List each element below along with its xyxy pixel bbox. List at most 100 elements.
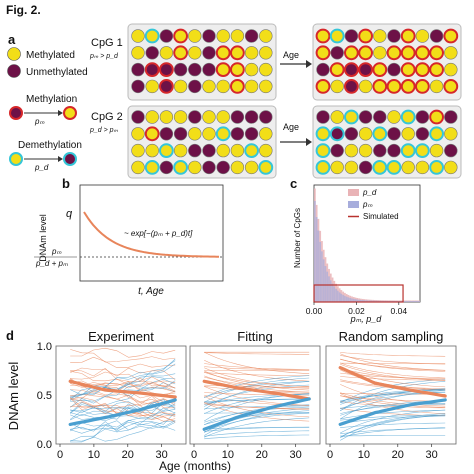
cpg2-after-site [401, 160, 415, 175]
cpg1-before-site [230, 62, 245, 77]
pm-hist-bar [317, 230, 320, 302]
individual-trace-high [70, 356, 176, 368]
cpg1-after-site [358, 45, 374, 61]
pm-hist-bar [314, 201, 316, 302]
pm-hist-bar [416, 300, 419, 302]
cpg2-before-site [230, 110, 245, 124]
cpg1-before-site [173, 79, 188, 94]
pm-hist-bar [338, 292, 341, 302]
cpg1-before-site [244, 46, 259, 60]
cpg2-after-site [444, 110, 458, 124]
cpg2-after-site [415, 127, 430, 141]
cpg2-before-site [259, 110, 273, 124]
individual-trace-low [340, 413, 446, 438]
pm-hist-bar [326, 271, 329, 302]
pm-hist-bar [335, 288, 337, 302]
individual-trace-low [340, 389, 446, 405]
cpg1-before-site [159, 46, 174, 60]
methylation-rate: pₘ [34, 117, 44, 126]
cpg2-before-site [244, 143, 260, 159]
legend-a: Methylated Unmethylated Methylation pₘ D… [7, 47, 88, 172]
individual-trace-high [204, 370, 310, 391]
cpg1-before-site [259, 79, 273, 94]
individual-trace-low [204, 405, 310, 410]
cpg1-after-site [443, 79, 459, 94]
cpg1-before-site [259, 62, 273, 77]
cpg2-after-site [373, 143, 387, 158]
pm-hist-bar [365, 300, 367, 302]
panel-c-ylabel: Number of CpGs [293, 208, 302, 268]
panel-d-xtick-label: 10 [358, 449, 370, 461]
cpg2-before-site [159, 143, 174, 159]
cpg2-before-site [215, 126, 231, 142]
cpg1-after-site [400, 28, 416, 44]
individual-trace-low [70, 403, 176, 417]
panel-d-xtick-label: 0 [327, 449, 333, 461]
cpg1-after-site [400, 79, 416, 94]
individual-trace-low [70, 399, 176, 414]
panel-d-xtick-label: 20 [122, 449, 134, 461]
pm-hist-bar [361, 300, 364, 302]
individual-trace-high [70, 395, 176, 409]
cpg1-after-site [315, 28, 331, 44]
cpg2-before-site [188, 143, 202, 158]
demethylation-after-swatch [63, 152, 77, 166]
cpg1-after-site [358, 62, 374, 77]
cpg2-before-site [131, 127, 145, 141]
methylated-label: Methylated [26, 50, 75, 61]
pm-hist-bar [418, 300, 420, 302]
individual-trace-low [70, 409, 176, 434]
cpg1-condition: pₘ > p_d [89, 53, 119, 60]
individual-trace-low [340, 381, 446, 412]
pm-hist-bar [411, 300, 413, 302]
cpg1-before-site [159, 29, 174, 43]
mean-trace-high [68, 379, 177, 399]
pm-hist-bar [352, 298, 355, 302]
pm-hist-bar [367, 300, 369, 302]
individual-trace-low [340, 422, 446, 428]
individual-trace-low [204, 434, 310, 440]
panel-d-xtick-label: 20 [256, 449, 268, 461]
individual-trace-low [204, 381, 310, 410]
cpg2-before-site [216, 160, 230, 175]
cpg2-after-site [315, 160, 331, 175]
panel-label-b: b [62, 176, 70, 191]
individual-trace-low [204, 377, 310, 403]
legend-swatch [348, 189, 359, 196]
pm-hist-bar [351, 298, 353, 302]
mean-trace-low [338, 398, 447, 426]
cpg2-before-site [244, 110, 259, 124]
individual-trace-high [340, 362, 446, 364]
pm-hist-bar [328, 276, 330, 302]
individual-trace-low [70, 420, 176, 430]
cpg2-after-site [429, 109, 445, 125]
panel-d-ytick-label: 0.5 [37, 390, 52, 402]
cpg2-after-site [415, 143, 430, 159]
cpg1-after-site [386, 79, 402, 94]
cpg1-after-site [387, 62, 401, 77]
unmethylated-label: Unmethylated [26, 67, 88, 78]
cpg1-after-site [344, 45, 359, 61]
cpg1-after-site [316, 62, 330, 77]
individual-trace-high [204, 360, 310, 382]
individual-trace-high [204, 402, 310, 410]
individual-trace-low [204, 399, 310, 402]
cpg1-after-site [443, 28, 459, 44]
simulated-box [313, 284, 404, 303]
individual-trace-low [70, 358, 176, 399]
individual-trace-high [70, 371, 176, 389]
cpg1-before-site [188, 79, 202, 94]
individual-trace-high [70, 393, 176, 406]
fraction-numerator: pₘ [51, 247, 61, 256]
cpg2-after-site [329, 126, 345, 142]
individual-trace-low [204, 375, 310, 398]
panel-label-a: a [8, 32, 16, 47]
cpg2-before-site [244, 127, 259, 141]
cpg2-before-site [258, 160, 274, 175]
panel-d-xtick-label: 20 [392, 449, 404, 461]
cpg2-before-site [244, 160, 259, 175]
pm-hist-bar [329, 280, 332, 302]
methylation-before-swatch [9, 106, 23, 120]
cpg2-label: CpG 2 [91, 111, 123, 123]
